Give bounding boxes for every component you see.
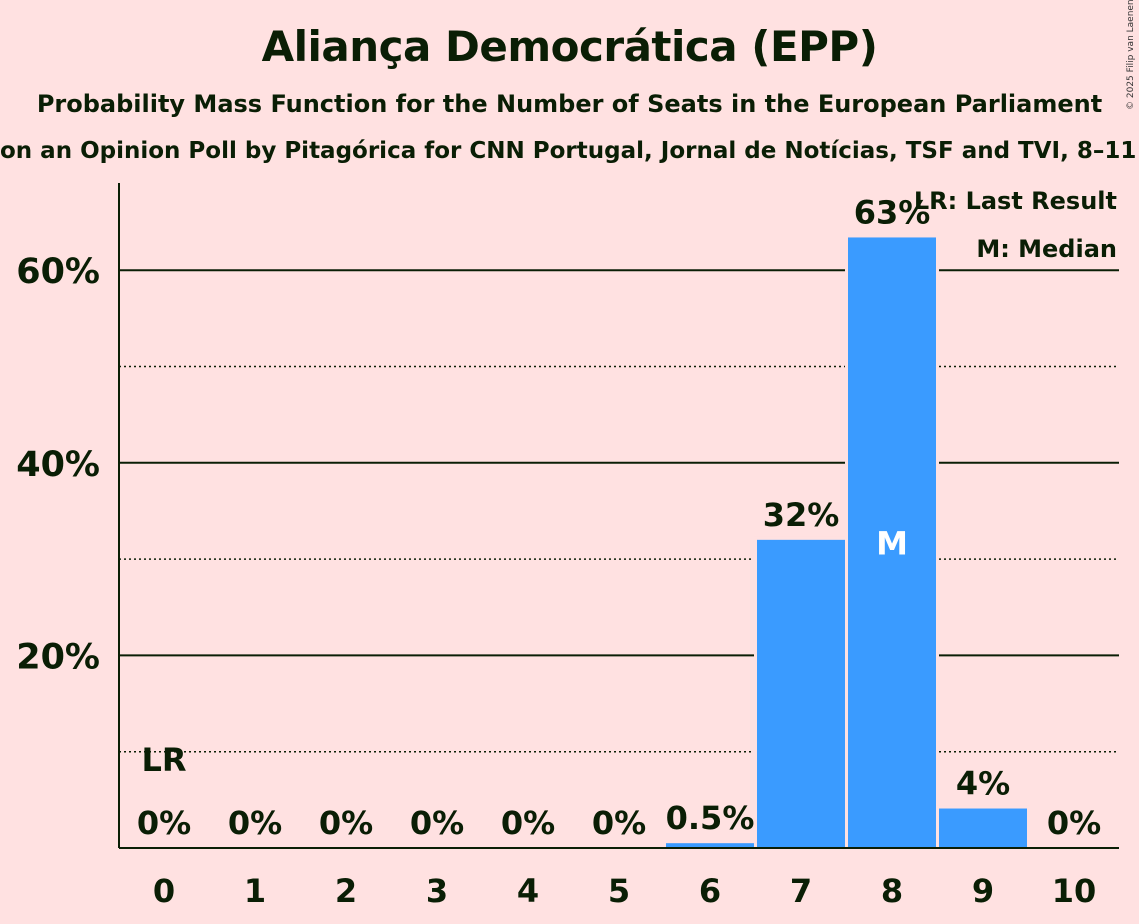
data-label-seat-9: 4% (956, 765, 1010, 803)
y-tick-label: 20% (16, 637, 100, 677)
bar-seat-8 (848, 237, 936, 848)
data-label-seat-1: 0% (228, 804, 282, 842)
data-label-seat-2: 0% (319, 804, 373, 842)
x-tick-label: 6 (699, 872, 721, 910)
legend-median: M: Median (976, 235, 1117, 263)
bars (663, 234, 1030, 848)
y-tick-label: 60% (16, 252, 100, 292)
y-tick-label: 40% (16, 445, 100, 485)
x-tick-label: 0 (153, 872, 175, 910)
chart-title: Aliança Democrática (EPP) (261, 22, 878, 71)
data-label-seat-0: 0% (137, 804, 191, 842)
gridlines (119, 269, 1119, 753)
bar-seat-6 (666, 843, 754, 848)
data-label-seat-5: 0% (592, 804, 646, 842)
x-tick-label: 8 (881, 872, 903, 910)
chart-subtitle: Probability Mass Function for the Number… (36, 90, 1103, 118)
x-tick-label: 10 (1052, 872, 1097, 910)
x-tick-label: 2 (335, 872, 357, 910)
x-tick-label: 7 (790, 872, 812, 910)
data-label-seat-6: 0.5% (666, 799, 755, 837)
median-marker: M (876, 525, 908, 563)
legend-last-result: LR: Last Result (914, 187, 1117, 215)
data-label-seat-3: 0% (410, 804, 464, 842)
data-label-seat-4: 0% (501, 804, 555, 842)
x-tick-label: 5 (608, 872, 630, 910)
data-label-seat-10: 0% (1047, 804, 1101, 842)
axes: 20% 40% 60% 0 1 2 3 4 5 6 7 8 9 10 (16, 183, 1119, 910)
x-tick-label: 1 (244, 872, 266, 910)
last-result-marker: LR (141, 741, 186, 779)
x-tick-label: 3 (426, 872, 448, 910)
value-labels: 0% LR 0% 0% 0% 0% 0% 0.5% 32% 63% M 4% 0% (137, 193, 1101, 842)
bar-seat-7 (757, 539, 845, 848)
x-tick-label: 4 (517, 872, 539, 910)
data-label-seat-8: 63% (854, 193, 931, 231)
data-label-seat-7: 32% (763, 496, 840, 534)
chart-source-line: on an Opinion Poll by Pitagórica for CNN… (0, 138, 1139, 164)
bar-seat-9 (939, 808, 1027, 848)
x-tick-label: 9 (972, 872, 994, 910)
